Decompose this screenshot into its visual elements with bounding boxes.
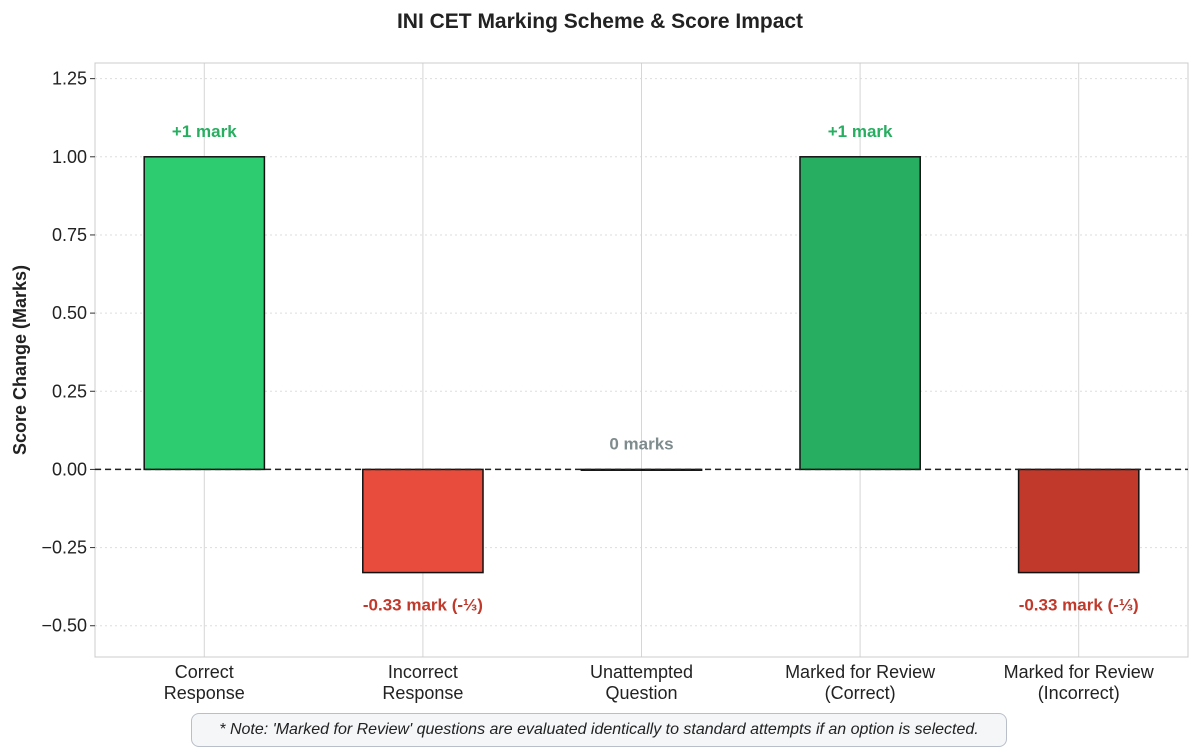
x-tick-label: Incorrect Response [382, 662, 463, 703]
y-tick-label: 0.50 [52, 303, 87, 323]
y-axis-ticks: 1.25 1.00 0.75 0.50 0.25 0.00 −0.25 −0.50 [41, 69, 95, 636]
bar [799, 156, 921, 471]
bar [143, 156, 266, 471]
x-tick-label: Marked for Review (Correct) [785, 662, 936, 703]
bars [143, 156, 1140, 574]
bar [1017, 468, 1140, 574]
x-tick-label: Marked for Review (Incorrect) [1004, 662, 1155, 703]
y-tick-label: −0.25 [41, 538, 87, 558]
footnote: * Note: 'Marked for Review' questions ar… [191, 713, 1007, 747]
y-tick-label: −0.50 [41, 616, 87, 636]
x-tick-label: Correct Response [164, 662, 245, 703]
y-tick-label: 0.75 [52, 225, 87, 245]
data-label: -0.33 mark (-⅓) [363, 596, 483, 615]
x-tick-label: Unattempted Question [590, 662, 693, 703]
chart-title: INI CET Marking Scheme & Score Impact [396, 10, 804, 33]
data-label: -0.33 mark (-⅓) [1019, 596, 1139, 615]
data-label: +1 mark [172, 122, 237, 141]
bar [362, 468, 484, 574]
data-label: 0 marks [609, 434, 673, 453]
y-axis-label: Score Change (Marks) [10, 265, 30, 455]
y-tick-label: 0.25 [52, 381, 87, 401]
bar [580, 468, 703, 471]
y-tick-label: 1.00 [52, 147, 87, 167]
y-tick-label: 1.25 [52, 69, 87, 89]
y-tick-label: 0.00 [52, 459, 87, 479]
plot-frame [94, 62, 1189, 658]
x-axis-ticks: Correct Response Incorrect Response Unattemp… [164, 662, 1155, 703]
data-labels: +1 mark -0.33 mark (-⅓) 0 marks +1 mark -0.3… [172, 122, 1139, 615]
data-label: +1 mark [828, 122, 893, 141]
